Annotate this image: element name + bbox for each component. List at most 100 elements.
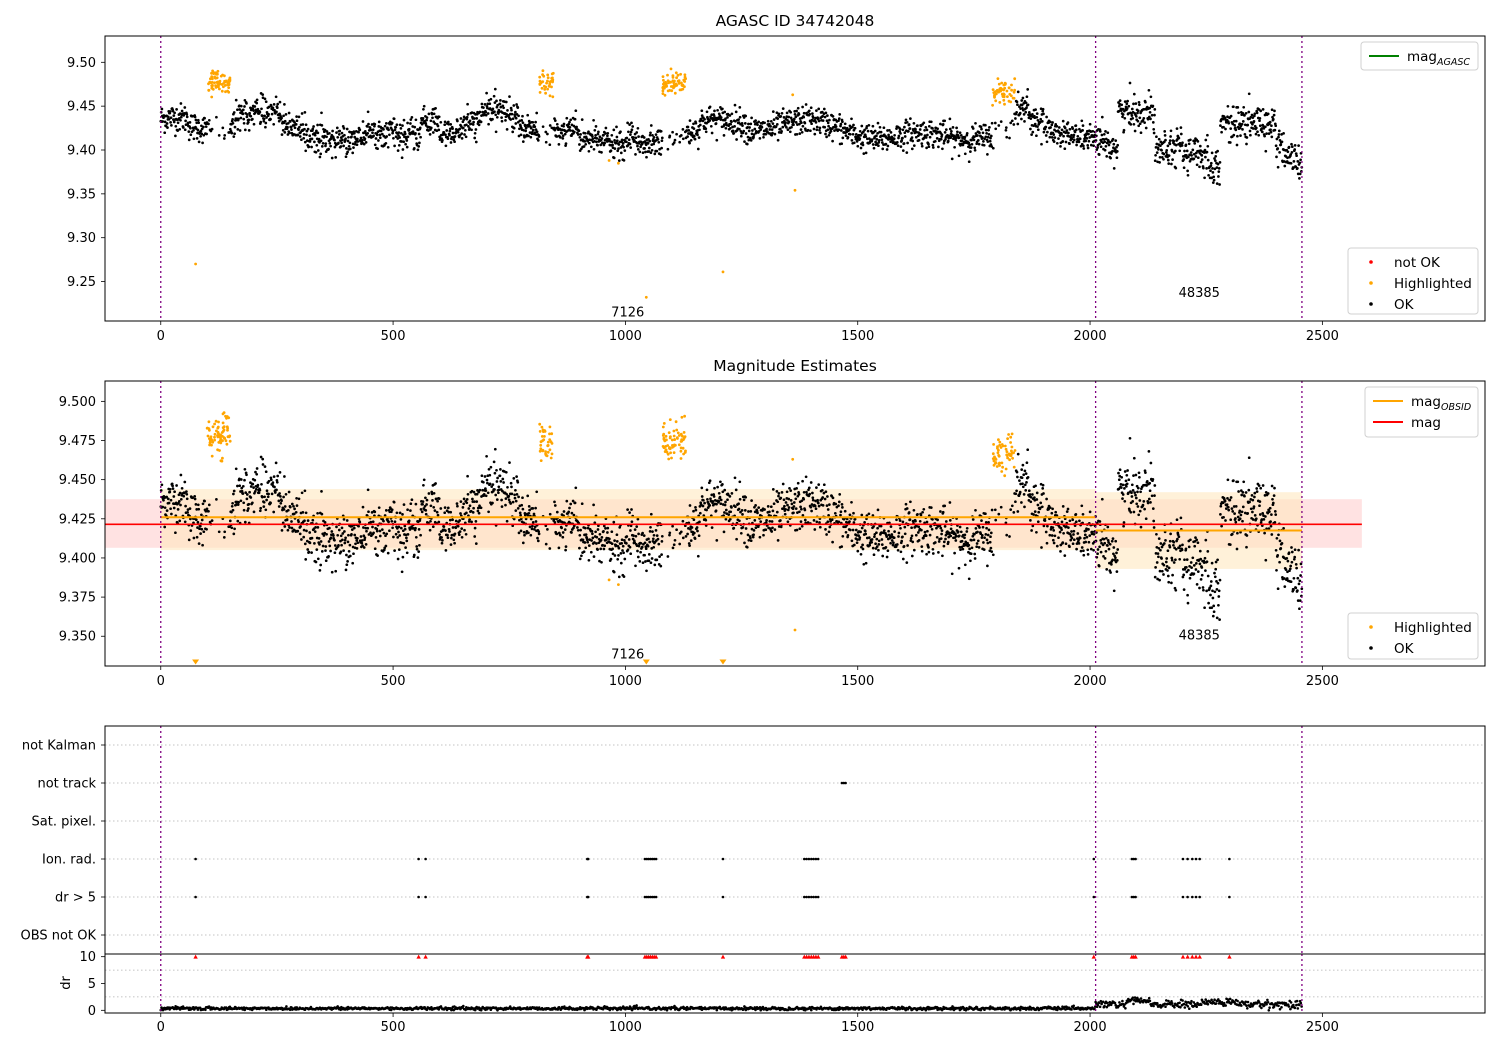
mag-est-ok-point [521,496,524,500]
agasc-ok-point [779,127,782,131]
agasc-ok-point [367,122,370,126]
mag-est-ok-point [730,506,733,509]
agasc-ok-point [600,151,603,154]
mag-est-ok-point [712,495,716,498]
agasc-ok-point [552,126,556,130]
mag-est-ok-point [715,502,718,506]
agasc-ok-point [1255,111,1259,115]
mag-est-ok-point [475,500,479,503]
mag-est-ok-point [626,508,629,511]
agasc-ok-point [255,101,259,105]
agasc-ok-point [497,110,501,114]
mag-est-ok-point [322,534,326,537]
agasc-highlighted-point [665,85,668,88]
mag-est-ok-point [929,506,933,509]
agasc-ok-point [1182,166,1186,170]
mag-est-ok-point [845,520,848,524]
agasc-ok-point [879,130,883,134]
mag-est-ok-point [875,545,879,548]
mag-est-ok-point [305,529,308,533]
mag-est-ok-point [255,472,259,476]
agasc-ok-point [1061,140,1065,143]
agasc-ok-point [346,139,350,143]
agasc-ok-point [1102,132,1106,136]
mag-est-ok-point [280,499,283,503]
mag-est-ok-point [555,532,559,536]
mag-est-ok-point [634,534,638,538]
agasc-ok-point [303,111,307,114]
agasc-ok-point [398,136,402,139]
mag-est-ok-point [415,545,419,548]
mag-est-ok-point [507,494,511,498]
agasc-highlighted-point [996,77,1000,80]
mag-est-ok-point [504,497,508,500]
agasc-ok-point [848,132,852,136]
mag-est-ok-point [286,508,290,512]
mag-est-ok-point [578,546,581,550]
mag-est-ok-point [332,534,335,537]
agasc-ok-point [999,120,1003,123]
mag-est-ok-point [776,539,780,542]
agasc-ok-point [955,126,958,130]
agasc-highlighted-point [1002,98,1006,102]
mag-est-ok-point [456,524,460,528]
mag-est-ok-point [953,551,956,555]
agasc-ok-point [1282,132,1285,135]
mag-est-ok-point [909,500,912,504]
mag-est-ok-point [861,543,864,547]
agasc-highlighted-point [540,86,544,90]
mag-est-ok-point [771,526,774,530]
agasc-ok-point [392,117,396,121]
agasc-ok-point [1115,145,1118,149]
agasc-ok-point [1033,116,1037,120]
agasc-ok-point [1251,127,1255,130]
mag-est-ok-point [423,504,427,508]
agasc-ok-point [719,118,723,121]
mag-est-ok-point [262,500,266,504]
agasc-ok-point [897,136,900,140]
mag-est-ok-point [382,519,385,523]
mag-est-ok-point [460,527,464,530]
agasc-highlighted-point [1007,86,1011,90]
agasc-ok-point [1243,114,1246,117]
agasc-ok-point [584,142,588,146]
mag-est-ok-point [353,533,357,537]
mag-est-ok-point [431,525,435,529]
mag-est-ok-point [192,521,195,525]
agasc-ok-point [394,125,398,129]
agasc-ok-point [308,134,312,138]
agasc-ok-point [823,115,827,119]
mag-est-ok-point [764,521,768,524]
mag-est-ok-point [457,533,461,537]
mag-est-ok-point [471,497,474,501]
agasc-ok-point [1196,140,1200,143]
agasc-ok-point [1123,100,1127,103]
mag-est-ok-point [927,546,930,549]
agasc-ok-point [711,116,715,120]
agasc-ok-point [597,130,600,134]
agasc-highlighted-point [662,78,665,82]
mag-est-ok-point [973,532,976,536]
mag-est-ok-point [264,508,268,512]
agasc-ok-point [348,141,352,145]
agasc-ok-point [1048,120,1052,124]
agasc-ok-point [391,131,394,135]
mag-est-ok-point [306,548,310,551]
mag-est-ok-point [357,524,360,528]
agasc-ok-point [378,133,382,137]
agasc-ok-point [277,119,281,123]
agasc-ok-point [1167,154,1171,157]
mag-est-ok-point [319,563,323,567]
mag-est-ok-point [969,559,972,563]
mag-est-ok-point [766,505,770,508]
mag-est-ok-point [509,481,513,485]
agasc-ok-point [1025,106,1028,110]
agasc-ok-point [963,135,967,139]
agasc-ok-point [837,119,840,123]
agasc-ok-point [1138,116,1142,120]
agasc-ok-point [1189,138,1192,142]
agasc-ok-point [1216,149,1219,153]
agasc-ok-point [371,131,374,135]
mag-est-ok-point [244,491,248,494]
agasc-ok-point [659,153,663,156]
